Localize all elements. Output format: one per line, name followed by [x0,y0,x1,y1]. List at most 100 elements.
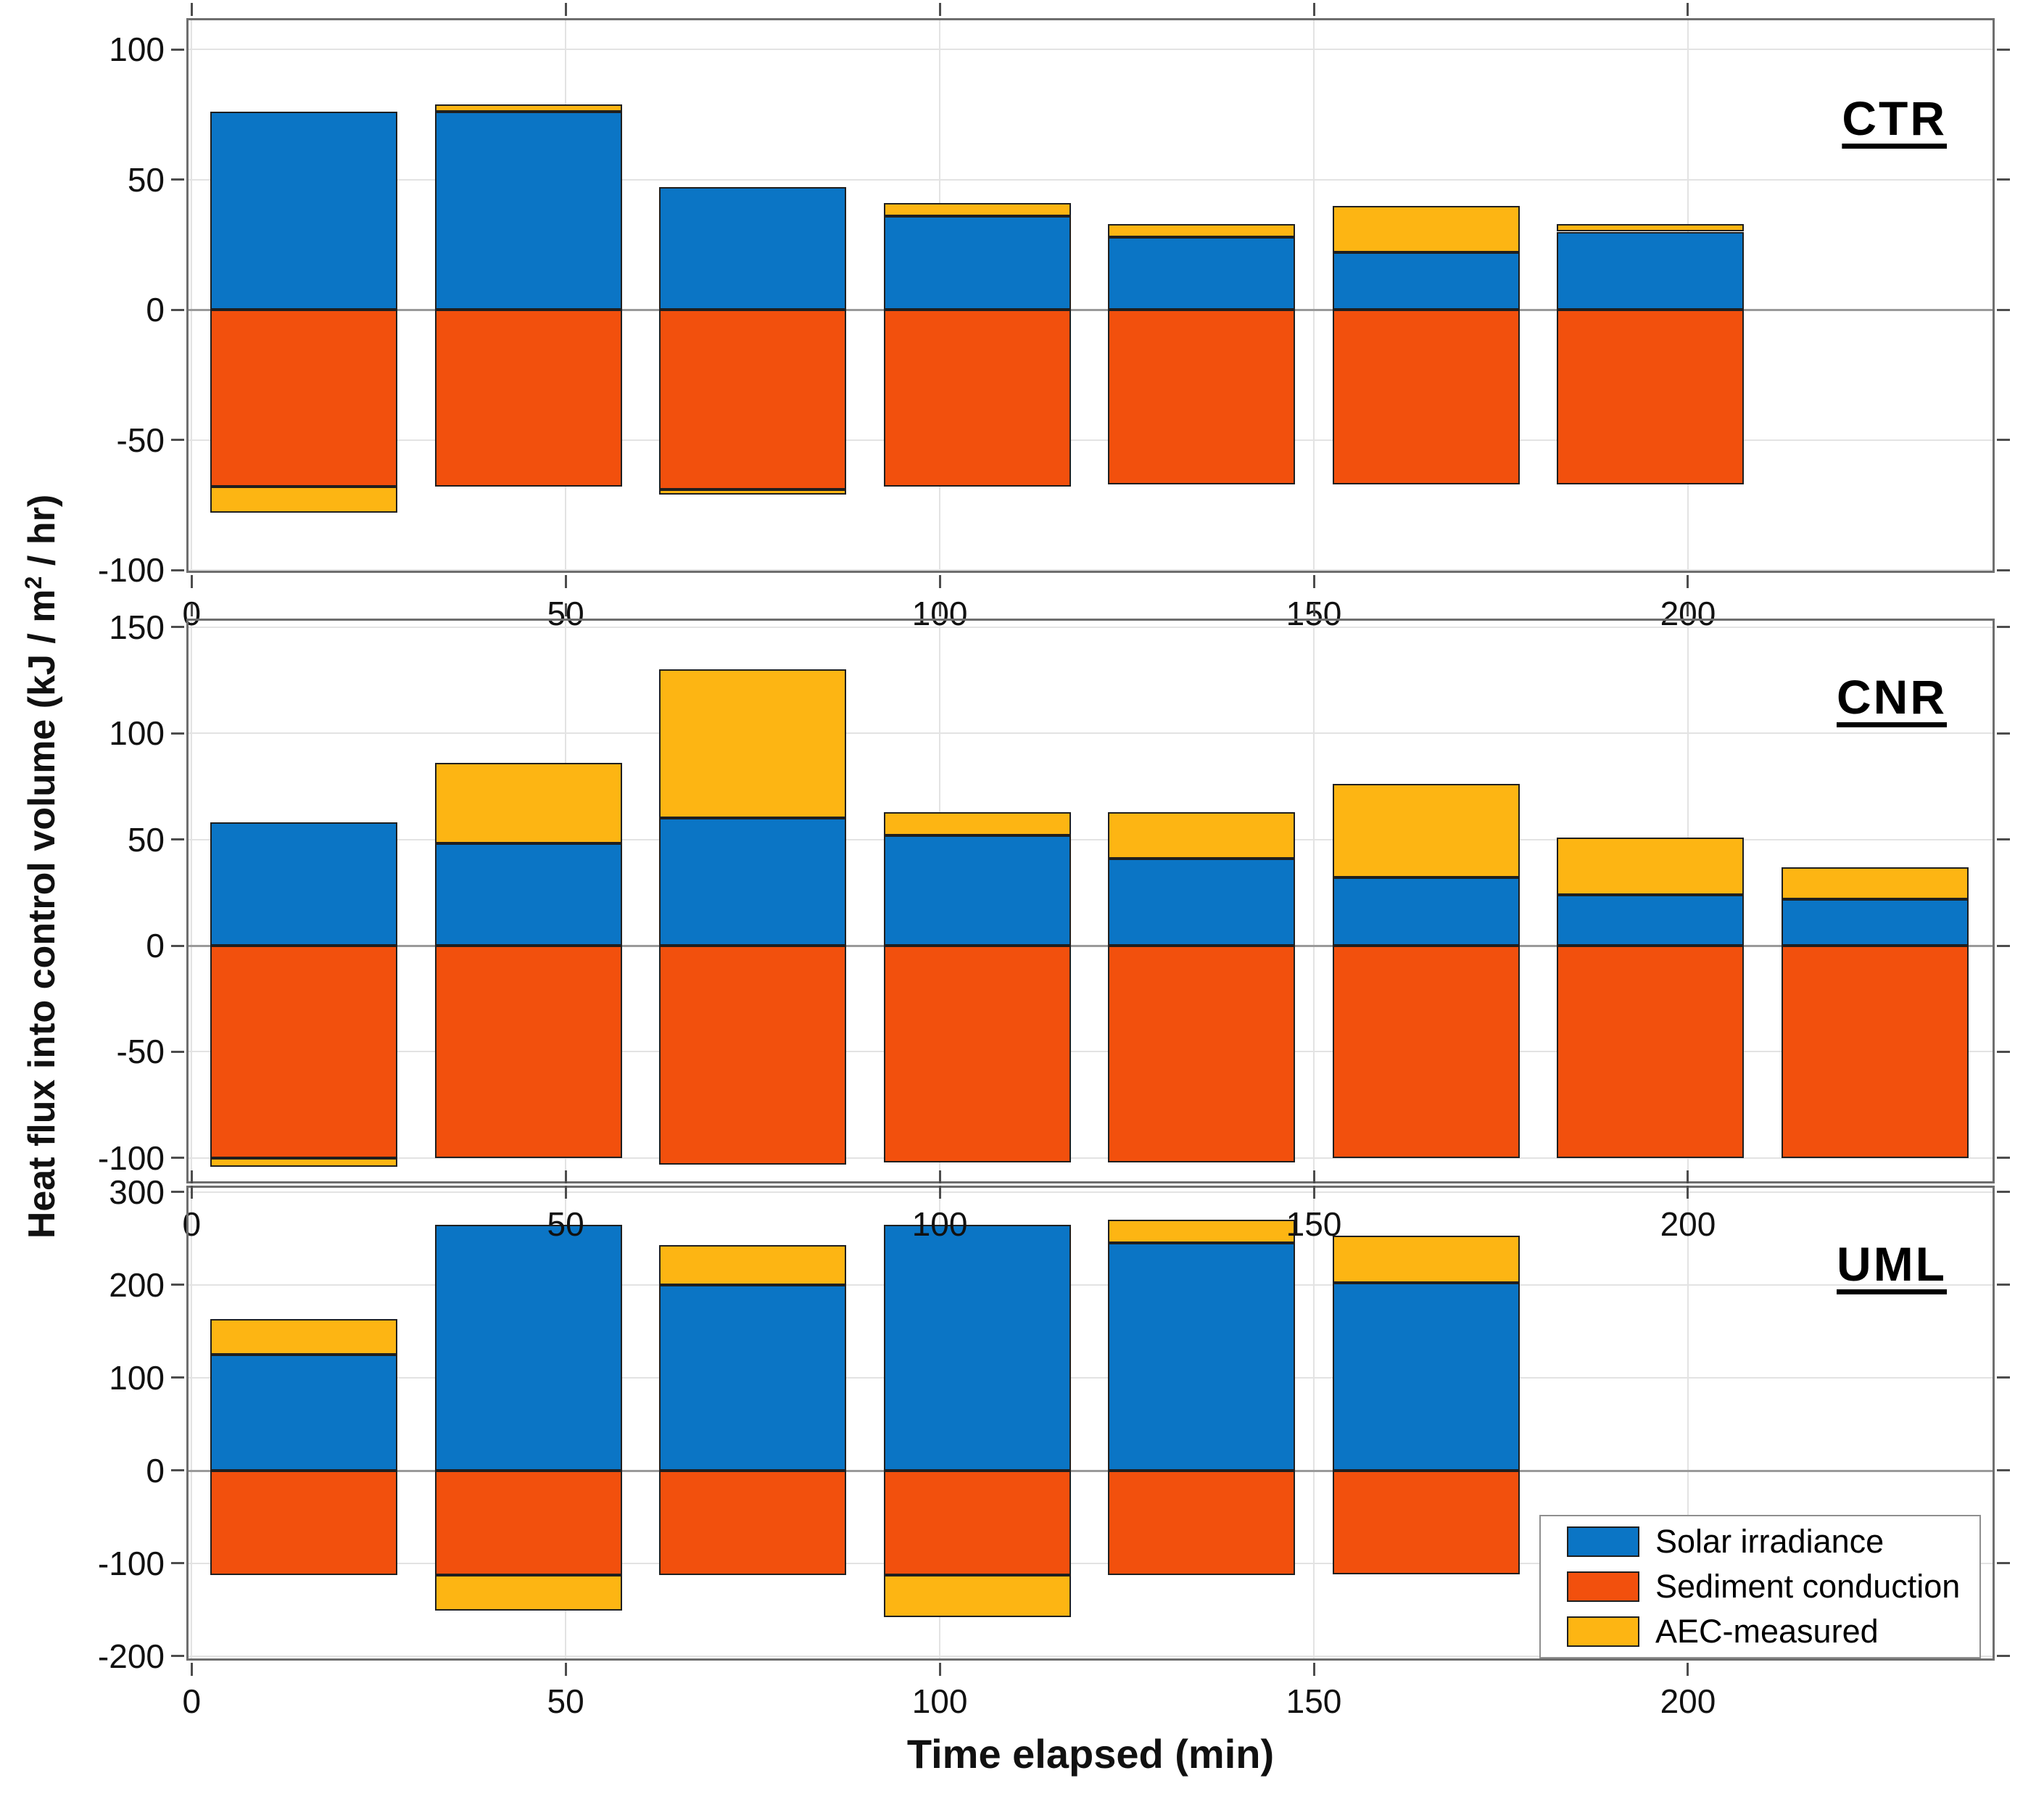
bar-segment-aec [1108,811,1296,859]
bar-segment-sediment [1781,946,1969,1158]
bar-segment-sediment [434,310,622,487]
y-tick-mark [1997,1050,2010,1053]
x-tick-mark [1687,603,1689,616]
bar-segment-sediment [210,946,397,1158]
x-tick-mark [1312,3,1315,16]
bar-segment-sediment [1332,1470,1520,1575]
y-tick-label: 0 [146,291,165,329]
y-tick-mark [1997,308,2010,311]
bar-segment-solar [434,1224,622,1471]
bar-segment-solar [883,215,1071,310]
bar-segment-aec [1557,837,1745,895]
y-tick-label: 50 [127,160,165,199]
x-tick-mark [190,1186,193,1199]
bar-segment-sediment [659,946,847,1165]
gridline-horizontal [186,1469,1995,1472]
bar-segment-aec [1108,223,1296,237]
bar-segment-sediment [210,310,397,487]
y-tick-mark [171,732,184,735]
legend-label: AEC-measured [1655,1613,1879,1650]
x-tick-label: 50 [547,1205,584,1243]
y-tick-mark [171,1050,184,1053]
x-tick-mark [1312,1186,1315,1199]
bar-segment-sediment [883,1470,1071,1576]
y-tick-mark [1997,48,2010,51]
y-tick-label: 100 [109,714,165,753]
x-tick-mark [938,1186,941,1199]
gridline-horizontal [186,626,1995,628]
gridline-vertical [191,619,193,1183]
y-tick-mark [171,838,184,841]
bar-segment-solar [659,187,847,310]
bar-segment-solar [659,818,847,946]
y-tick-mark [171,48,184,51]
gridline-horizontal [186,309,1995,312]
x-tick-label: 150 [1286,1205,1342,1243]
gridline-horizontal [186,178,1995,181]
bar-segment-solar [1108,858,1296,946]
y-tick-mark [1997,1157,2010,1160]
y-tick-label: 300 [109,1173,165,1211]
bar-segment-sediment [883,946,1071,1162]
y-tick-mark [171,308,184,311]
bar-segment-solar [1108,236,1296,310]
panel-uml: 0 50 100 150 200 300 200 100 0 -100 -200 UML [98,1170,2010,1720]
x-tick-mark [938,1663,941,1676]
y-tick-mark [171,1191,184,1194]
x-tick-mark [1687,1186,1689,1199]
bar-segment-aec [1332,784,1520,878]
x-tick-mark [564,1170,567,1183]
gridline-horizontal [186,569,1995,571]
legend-item-aec: AEC-measured [1567,1613,1979,1650]
x-tick-mark [1312,1663,1315,1676]
panel-cnr: 0 50 100 150 200 150 100 50 0 -50 -100 CNR [98,603,2010,1243]
bar-segment-solar [1557,894,1745,946]
y-tick-label: 100 [109,1358,165,1397]
y-tick-label: 200 [109,1265,165,1304]
y-tick-mark [171,439,184,442]
y-tick-label: -50 [116,421,165,459]
x-tick-label: 100 [911,1682,968,1720]
gridline-horizontal [186,1191,1995,1193]
bar-segment-solar [883,1224,1071,1471]
x-tick-mark [938,3,941,16]
bar-segment-solar [434,843,622,946]
y-tick-mark [1997,569,2010,571]
bar-segment-sediment [1557,946,1745,1158]
bar-segment-sediment [434,946,622,1158]
x-tick-mark [564,575,567,588]
y-tick-label: 50 [127,820,165,859]
bar-segment-solar [210,1354,397,1471]
y-tick-mark [1997,1284,2010,1286]
bar-segment-sediment [1108,310,1296,484]
bar-segment-sediment [1108,1470,1296,1576]
bar-segment-aec [1332,205,1520,253]
bar-segment-aec [434,104,622,112]
y-tick-label: 0 [146,927,165,964]
bar-segment-solar [1108,1243,1296,1471]
x-tick-mark [938,1170,941,1183]
bar-segment-aec [883,1575,1071,1617]
gridline-vertical [1687,1186,1689,1661]
legend-swatch-sediment-icon [1567,1571,1639,1602]
bar-segment-sediment [210,1470,397,1576]
y-tick-mark [171,1376,184,1379]
gridline-horizontal [186,49,1995,51]
y-tick-label: -200 [97,1637,165,1675]
x-tick-mark [1312,1170,1315,1183]
bar-segment-solar [1332,1283,1520,1471]
y-tick-mark [171,626,184,629]
bar-segment-sediment [659,1470,847,1576]
bar-segment-aec [659,669,847,819]
y-tick-mark [171,1157,184,1160]
x-tick-mark [190,3,193,16]
y-tick-label: 0 [146,1451,165,1489]
x-tick-label: 100 [911,1205,968,1243]
legend-label: Sediment conduction [1655,1568,1961,1605]
bar-segment-sediment [434,1470,622,1576]
y-tick-label: 100 [109,30,165,69]
x-tick-mark [190,1170,193,1183]
bar-segment-sediment [1332,946,1520,1158]
y-tick-mark [171,1469,184,1472]
